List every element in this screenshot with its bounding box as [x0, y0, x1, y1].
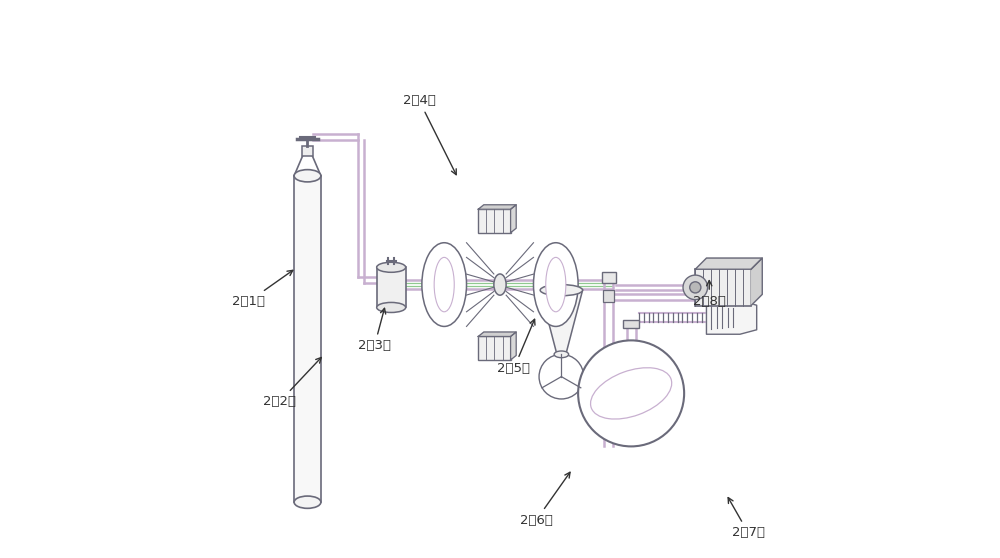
Polygon shape [511, 205, 516, 233]
Ellipse shape [377, 302, 406, 312]
Bar [623, 320, 639, 328]
Ellipse shape [533, 243, 578, 326]
Text: 2（3）: 2（3） [358, 308, 391, 353]
Ellipse shape [546, 257, 566, 312]
Text: 2（1）: 2（1） [232, 270, 293, 308]
Bar [294, 176, 321, 502]
Ellipse shape [434, 257, 454, 312]
Bar [602, 272, 616, 283]
Ellipse shape [591, 368, 672, 419]
Ellipse shape [377, 262, 406, 272]
Circle shape [683, 275, 708, 300]
Bar [695, 269, 751, 306]
Polygon shape [478, 332, 516, 336]
Bar [302, 146, 313, 156]
Text: 2（5）: 2（5） [497, 319, 535, 375]
Polygon shape [540, 290, 583, 354]
Text: 2（6）: 2（6） [520, 472, 570, 527]
Bar [478, 209, 511, 233]
Ellipse shape [294, 496, 321, 508]
Ellipse shape [422, 243, 467, 326]
Bar [377, 267, 406, 307]
Circle shape [690, 282, 701, 293]
Text: 2（7）: 2（7） [728, 498, 765, 540]
Polygon shape [751, 258, 762, 306]
Polygon shape [511, 332, 516, 360]
Ellipse shape [294, 170, 321, 182]
Polygon shape [478, 205, 516, 209]
Ellipse shape [554, 351, 569, 358]
Bar [603, 290, 614, 302]
Text: 2（4）: 2（4） [403, 94, 456, 175]
Circle shape [578, 340, 684, 446]
Bar [478, 336, 511, 360]
Polygon shape [706, 301, 757, 334]
Ellipse shape [540, 285, 583, 296]
Polygon shape [695, 258, 762, 270]
Ellipse shape [494, 274, 506, 295]
Text: 2（2）: 2（2） [263, 358, 321, 408]
Text: 2（8）: 2（8） [693, 281, 726, 308]
Circle shape [539, 354, 584, 399]
